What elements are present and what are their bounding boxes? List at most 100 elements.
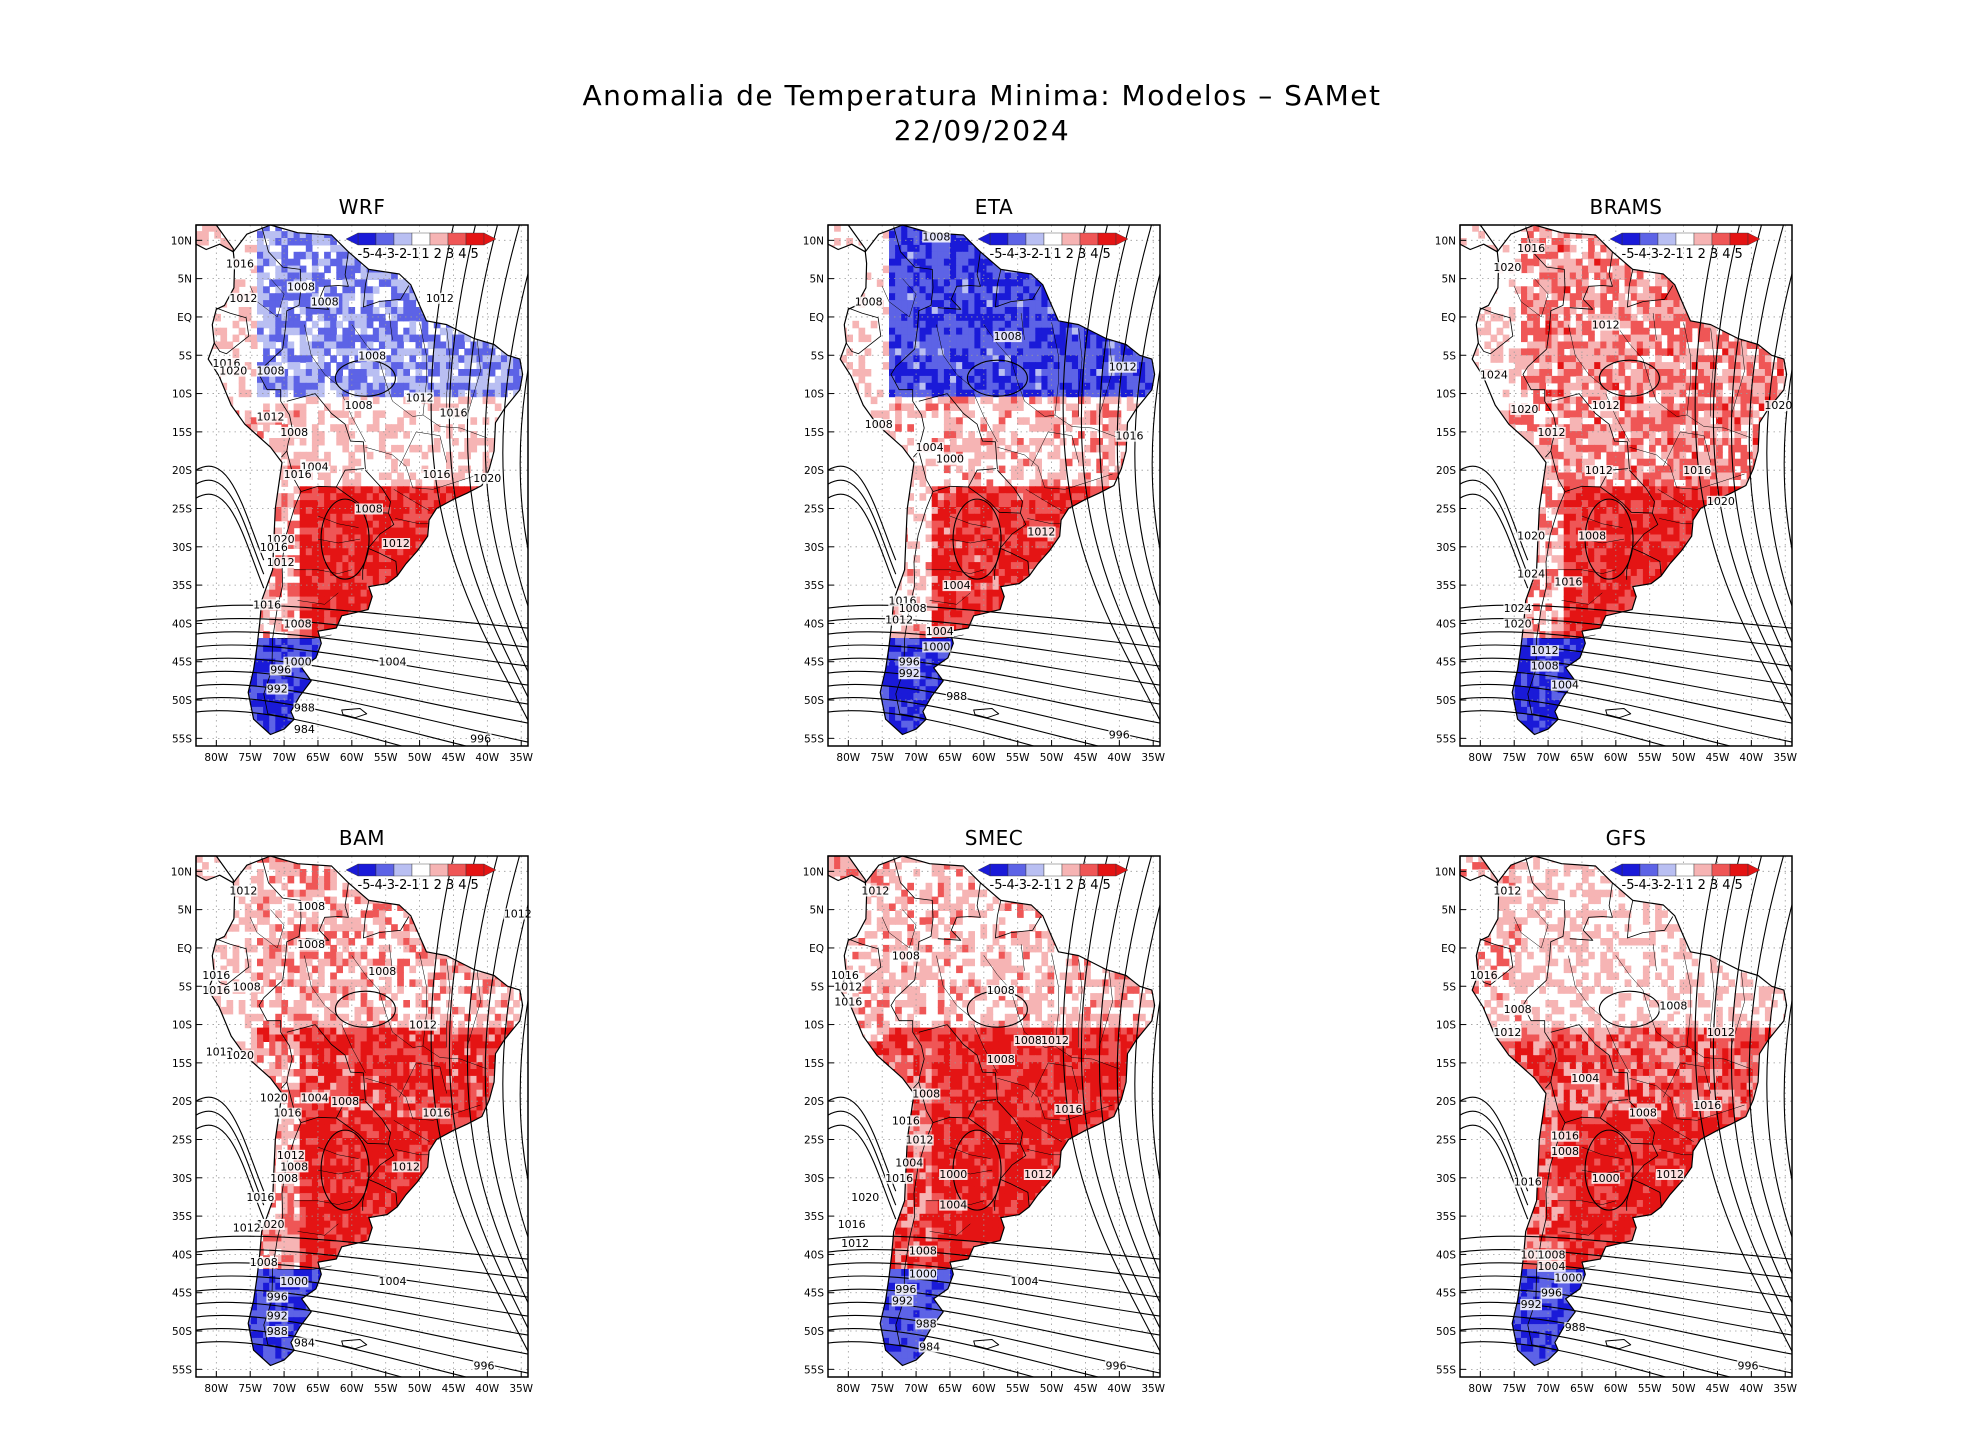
panel-wrf: WRF 1016 1012 1008 1008 1012 1016 1020 1008 1008… [68,195,538,795]
anomaly-cell [257,638,264,646]
anomaly-cell [250,665,258,674]
anomaly-cell [992,424,1000,432]
anomaly-cell [330,341,337,349]
anomaly-cell [968,293,975,301]
anomaly-cell [992,313,1000,322]
anomaly-cell [409,507,417,515]
anomaly-cell [464,465,471,474]
isobar-southern [196,644,528,686]
anomaly-cell [1145,375,1152,384]
anomaly-cell [336,293,343,301]
anomaly-cell [1151,217,1158,225]
anomaly-cell [1047,320,1055,329]
anomaly-cell [305,231,313,239]
anomaly-cell [1120,355,1128,363]
anomaly-cell [238,279,246,287]
anomaly-cell [1029,320,1036,329]
anomaly-cell [244,244,252,253]
anomaly-cell [1047,417,1055,425]
anomaly-cell [1017,313,1024,322]
anomaly-cell [318,603,325,611]
colorbar-segment [411,232,431,246]
anomaly-cell [1084,417,1091,425]
anomaly-cell [1017,362,1024,370]
colorbar-segment [393,232,413,246]
anomaly-cell [287,348,295,356]
anomaly-cell [330,486,337,494]
anomaly-cell [476,341,484,349]
anomaly-cell [1017,217,1024,225]
anomaly-cell [372,424,380,432]
anomaly-cell [1005,217,1012,225]
anomaly-cell [1071,348,1079,356]
anomaly-cell [367,748,374,756]
anomaly-cell [263,389,270,398]
anomaly-cell [330,238,337,246]
anomaly-cell [998,348,1006,356]
anomaly-cell [250,686,258,694]
anomaly-cell [1035,369,1042,377]
anomaly-cell [354,375,362,384]
anomaly-cell [366,520,374,529]
anomaly-cell [263,720,270,729]
anomaly-cell [439,500,447,508]
anomaly-cell [305,562,313,570]
anomaly-cell [299,507,307,515]
anomaly-cell [378,272,386,280]
anomaly-cell [501,748,508,756]
anomaly-cell [208,225,215,232]
anomaly-cell [488,396,496,405]
anomaly-cell [293,417,301,425]
colorbar-segment [447,232,467,246]
isobar-label-bg [286,281,316,293]
anomaly-cell [901,320,908,329]
anomaly-cell [901,251,908,260]
anomaly-cell [299,679,307,687]
anomaly-cell [980,355,988,363]
anomaly-cell [250,341,258,349]
anomaly-cell [378,444,386,453]
anomaly-cell [895,272,902,280]
anomaly-cell [919,410,927,418]
anomaly-cell [998,313,1006,322]
anomaly-cell [318,486,325,494]
anomaly-cell [250,693,258,701]
anomaly-cell [244,313,252,322]
anomaly-cell [980,341,988,349]
anomaly-cell [1029,375,1036,384]
anomaly-cell [360,313,368,322]
anomaly-cell [439,341,447,349]
anomaly-cell [403,548,410,556]
anomaly-cell [482,375,490,384]
anomaly-cell [882,410,890,418]
anomaly-cell [269,706,276,715]
lat-label: 10S [172,389,192,401]
anomaly-cell [488,355,496,363]
anomaly-cell [281,265,289,274]
anomaly-cell [925,382,933,391]
anomaly-cell [882,348,890,356]
anomaly-cell [287,238,295,246]
anomaly-cell [299,562,307,570]
isobar-label: 1020 [473,472,501,485]
anomaly-cell [1065,341,1073,349]
anomaly-cell [355,217,362,225]
anomaly-cell [956,244,963,253]
anomaly-cell [348,603,356,611]
anomaly-cell [433,341,441,349]
anomaly-cell [397,548,404,556]
colorbar-label: 2 [434,247,442,262]
lon-label: 65W [306,752,330,764]
anomaly-cell [1047,410,1055,418]
anomaly-cell [311,265,319,274]
anomaly-cell [336,251,343,260]
anomaly-cell [305,362,313,370]
anomaly-cell [427,341,435,349]
anomaly-cell [488,382,496,391]
anomaly-cell [311,486,319,494]
anomaly-cell [324,327,331,336]
anomaly-cell [943,362,951,370]
anomaly-cell [968,438,975,446]
anomaly-cell [372,313,380,322]
